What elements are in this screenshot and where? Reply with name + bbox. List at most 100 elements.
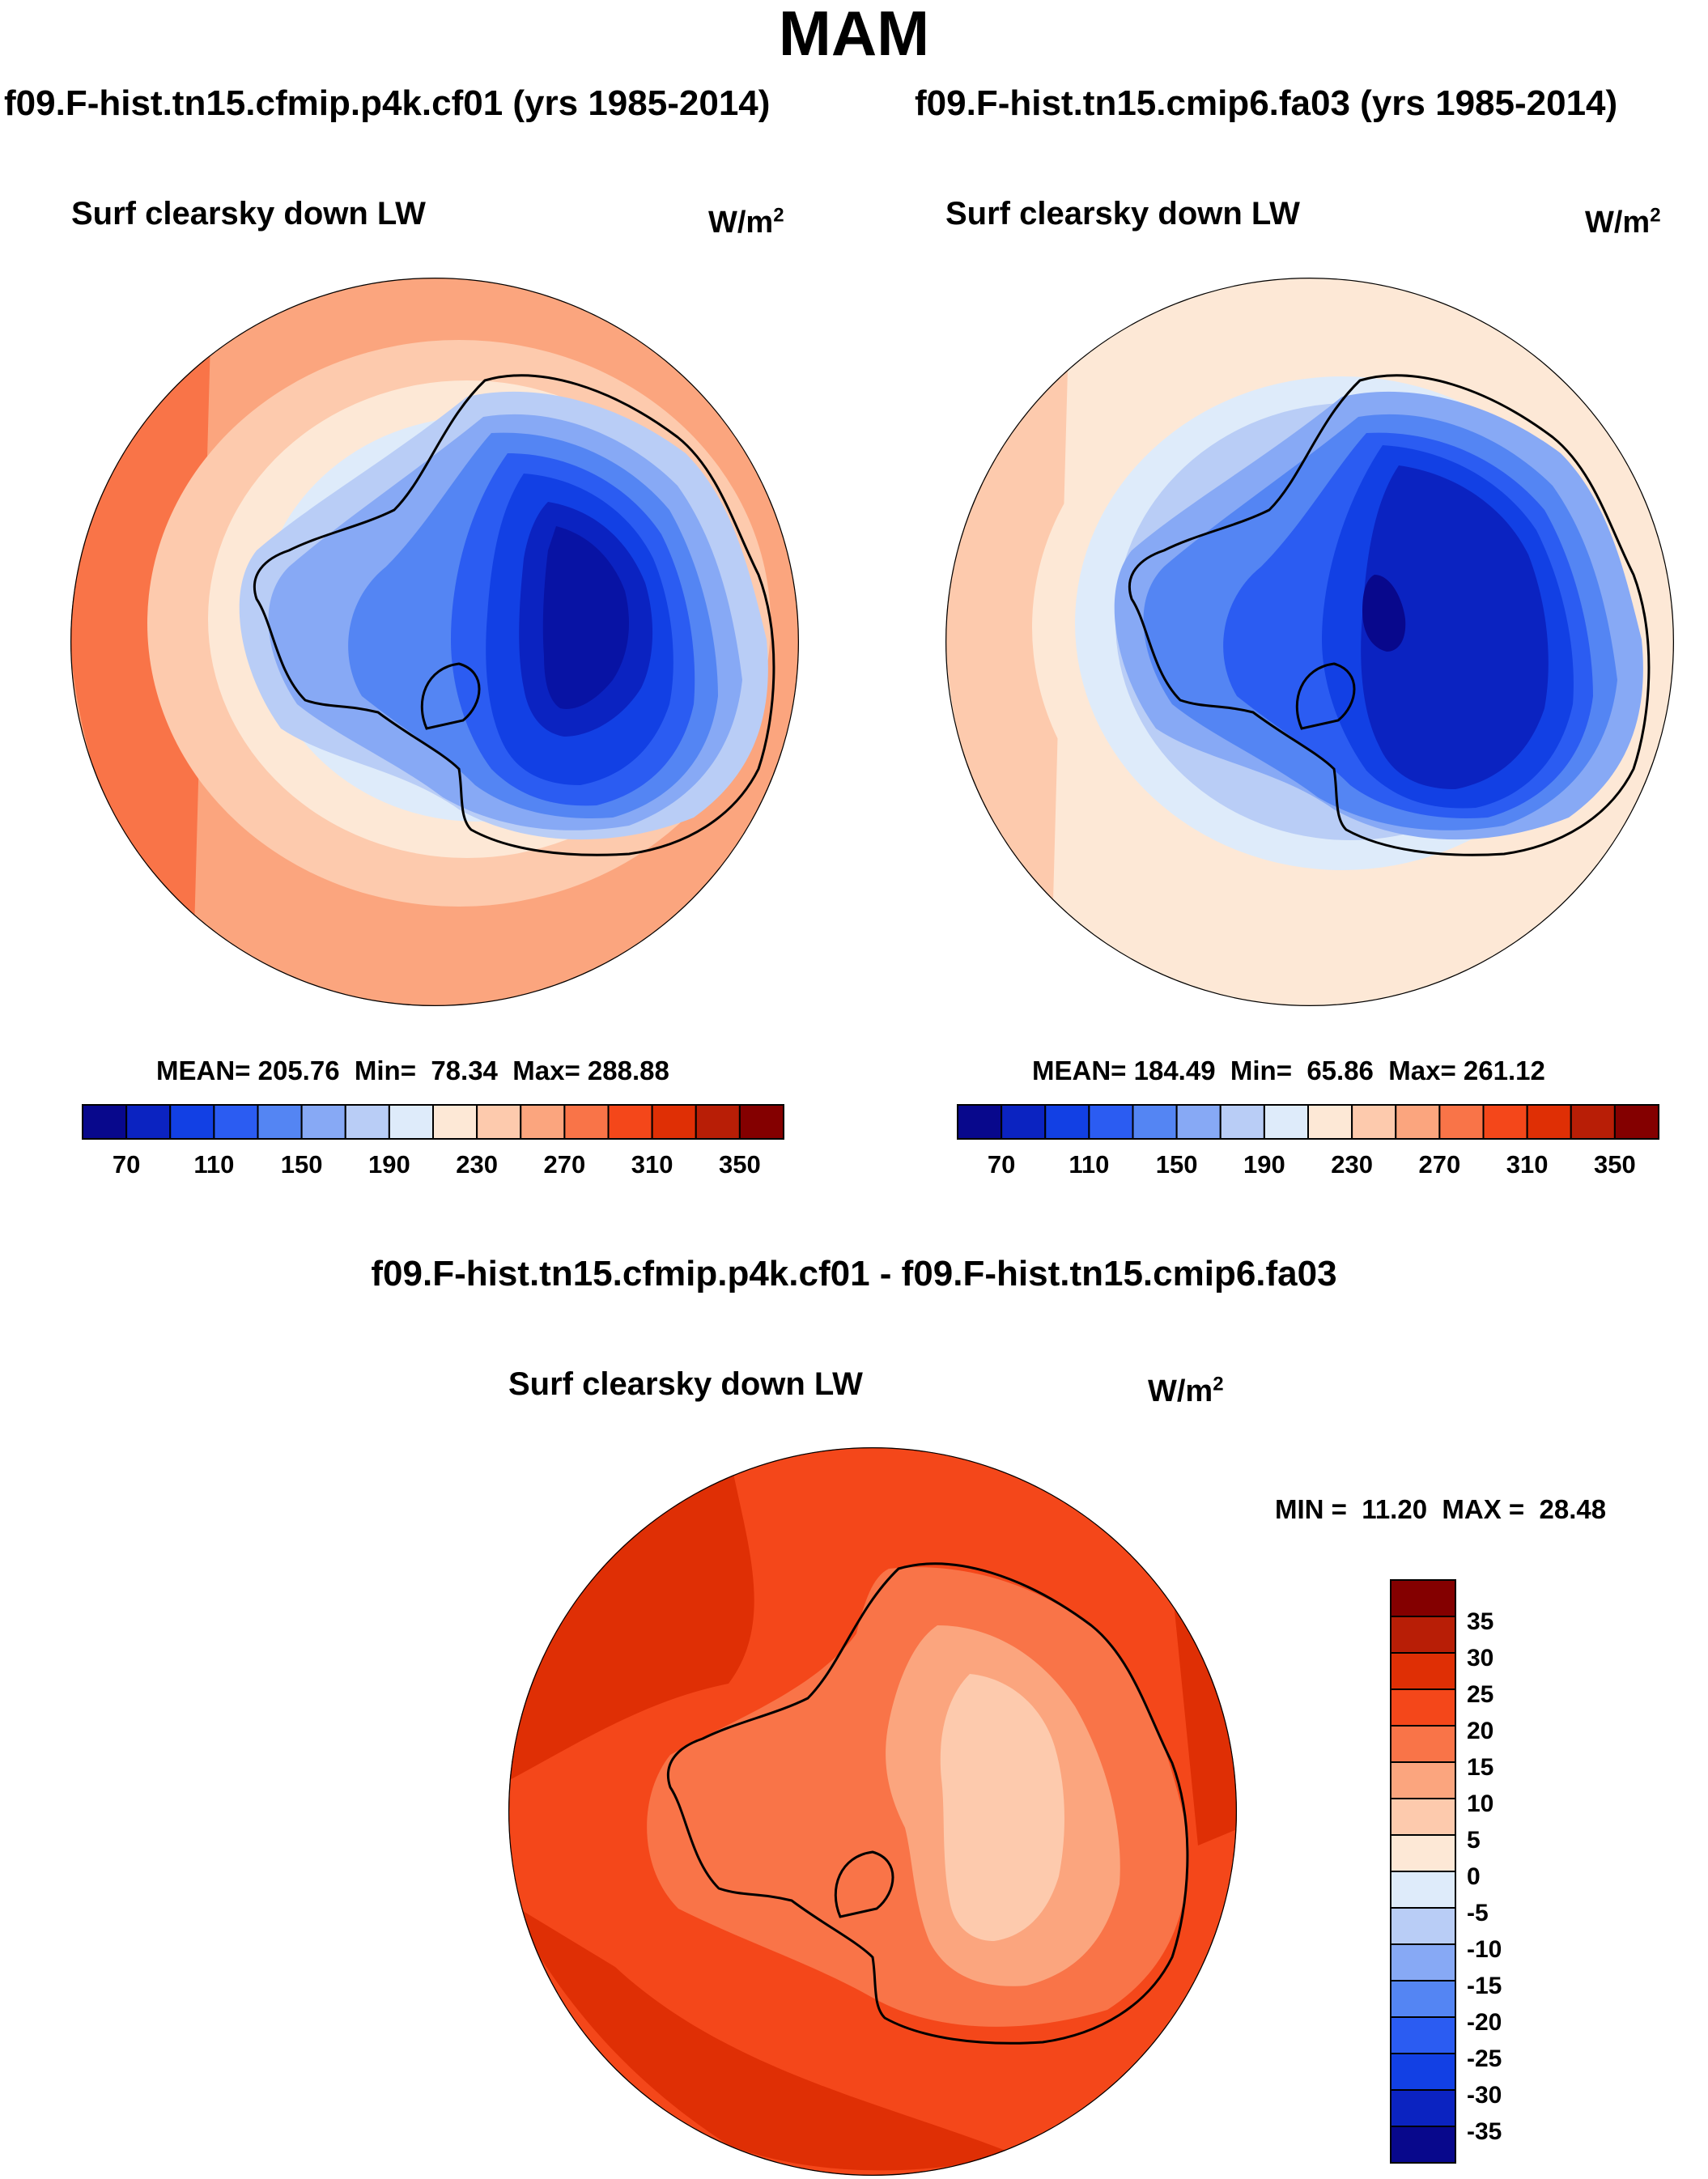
- panel3-colorbar-swatch-11: [1390, 1980, 1456, 2018]
- panel1-colorbar-tick-label: 350: [719, 1150, 761, 1179]
- panel1-min: 78.34: [431, 1056, 498, 1085]
- panel2-colorbar-swatch-7: [1263, 1104, 1309, 1140]
- panel3-colorbar-swatch-15: [1390, 2126, 1456, 2164]
- panel2-colorbar-swatch-6: [1219, 1104, 1265, 1140]
- panel3-colorbar-tick-label: 10: [1467, 1790, 1494, 1817]
- panel3-band-30-south: [508, 1902, 1012, 2171]
- panel3-colorbar-swatch-10: [1390, 1943, 1456, 1981]
- panel2-colorbar-swatch-2: [1044, 1104, 1090, 1140]
- panel3-colorbar-swatch-14: [1390, 2089, 1456, 2127]
- panel2-colorbar-tick-label: 230: [1331, 1150, 1373, 1179]
- panel3-colorbar-tick-label: 30: [1467, 1645, 1494, 1671]
- panel1-colorbar-swatch-3: [213, 1104, 259, 1140]
- panel3-colorbar-tick-label: -30: [1467, 2082, 1502, 2109]
- panel3-colorbar-tick-label: 0: [1467, 1863, 1481, 1890]
- panel2-colorbar-tick-label: 70: [987, 1150, 1016, 1179]
- panel3-min-label: MIN =: [1275, 1494, 1347, 1524]
- panel1-colorbar-swatch-10: [520, 1104, 566, 1140]
- main-title: MAM: [778, 0, 930, 69]
- panel1-max-label: Max=: [512, 1056, 580, 1085]
- panel2-case-title: f09.F-hist.tn15.cmip6.fa03 (yrs 1985-201…: [915, 83, 1618, 123]
- panel2-colorbar-swatch-15: [1613, 1104, 1659, 1140]
- panel2-colorbar-tick-label: 150: [1155, 1150, 1198, 1179]
- panel3-max-label: MAX =: [1442, 1494, 1525, 1524]
- panel2-colorbar-swatch-12: [1482, 1104, 1528, 1140]
- panel3-max: 28.48: [1539, 1494, 1607, 1524]
- panel1-case-title: f09.F-hist.tn15.cfmip.p4k.cf01 (yrs 1985…: [4, 83, 771, 123]
- panel1-mean-label: MEAN=: [156, 1056, 251, 1085]
- panel2-map: [945, 278, 1674, 1006]
- panel1-colorbar-tick-label: 110: [193, 1150, 235, 1179]
- panel3-colorbar-swatch-7: [1390, 1834, 1456, 1872]
- panel3-colorbar-swatch-12: [1390, 2016, 1456, 2054]
- panel1-colorbar-tick-label: 270: [543, 1150, 586, 1179]
- panel3-colorbar-tick-label: 35: [1467, 1608, 1494, 1635]
- panel2-colorbar-swatch-3: [1088, 1104, 1134, 1140]
- panel3-colorbar-swatch-1: [1390, 1616, 1456, 1654]
- panel3-colorbar-tick-label: -35: [1467, 2118, 1502, 2145]
- panel2-colorbar-swatch-4: [1132, 1104, 1178, 1140]
- panel3-colorbar: [1390, 1579, 1456, 2164]
- panel2-units: W/m2: [1585, 204, 1661, 240]
- panel2-mean: 184.49: [1133, 1056, 1216, 1085]
- panel1-colorbar-swatch-8: [432, 1104, 478, 1140]
- panel2-min: 65.86: [1306, 1056, 1374, 1085]
- panel3-colorbar-tick-label: -25: [1467, 2045, 1502, 2072]
- panel1-variable-title: Surf clearsky down LW: [71, 196, 426, 231]
- panel2-min-label: Min=: [1230, 1056, 1292, 1085]
- panel3-ice: [647, 1567, 1189, 2027]
- panel1-colorbar-swatch-9: [476, 1104, 522, 1140]
- panel3-colorbar-swatch-0: [1390, 1579, 1456, 1617]
- panel3-colorbar-tick-label: -20: [1467, 2009, 1502, 2036]
- panel2-colorbar-swatch-5: [1175, 1104, 1222, 1140]
- panel3-colorbar-tick-label: -5: [1467, 1900, 1489, 1926]
- panel2-ice: [1114, 391, 1643, 840]
- panel1-colorbar-swatch-14: [695, 1104, 741, 1140]
- panel1-colorbar-swatch-1: [125, 1104, 172, 1140]
- panel1-colorbar-tick-label: 190: [368, 1150, 410, 1179]
- panel1-colorbar-tick-label: 150: [280, 1150, 323, 1179]
- panel1-colorbar: [82, 1104, 784, 1140]
- panel3-variable-title: Surf clearsky down LW: [508, 1366, 863, 1402]
- panel2-colorbar-swatch-8: [1307, 1104, 1353, 1140]
- panel1-colorbar-tick-label: 70: [112, 1150, 141, 1179]
- panel3-band-30-east: [1174, 1603, 1237, 1846]
- panel3-colorbar-tick-label: -10: [1467, 1936, 1502, 1963]
- panel2-colorbar-swatch-10: [1395, 1104, 1441, 1140]
- panel2-colorbar: [957, 1104, 1659, 1140]
- panel3-colorbar-tick-label: -15: [1467, 1973, 1502, 1999]
- panel2-variable-title: Surf clearsky down LW: [945, 196, 1300, 231]
- panel1-colorbar-swatch-6: [344, 1104, 390, 1140]
- panel1-colorbar-swatch-15: [738, 1104, 784, 1140]
- panel3-colorbar-swatch-8: [1390, 1871, 1456, 1909]
- panel2-colorbar-swatch-13: [1526, 1104, 1572, 1140]
- panel2-colorbar-swatch-9: [1351, 1104, 1397, 1140]
- panel2-max-label: Max=: [1388, 1056, 1456, 1085]
- panel1-mean: 205.76: [257, 1056, 340, 1085]
- panel2-colorbar-tick-label: 350: [1594, 1150, 1636, 1179]
- panel1-colorbar-swatch-13: [651, 1104, 697, 1140]
- panel3-colorbar-swatch-4: [1390, 1725, 1456, 1763]
- panel1-map: [70, 278, 799, 1006]
- diff-title: f09.F-hist.tn15.cfmip.p4k.cf01 - f09.F-h…: [371, 1254, 1337, 1293]
- panel2-colorbar-tick-label: 110: [1069, 1150, 1110, 1179]
- panel3-units: W/m2: [1148, 1373, 1224, 1408]
- panel3-colorbar-swatch-6: [1390, 1798, 1456, 1836]
- panel3-colorbar-swatch-9: [1390, 1907, 1456, 1945]
- panel3-colorbar-tick-label: 25: [1467, 1681, 1494, 1708]
- panel2-max: 261.12: [1463, 1056, 1545, 1085]
- panel3-colorbar-swatch-3: [1390, 1688, 1456, 1727]
- panel3-colorbar-tick-label: 20: [1467, 1718, 1494, 1744]
- panel1-colorbar-swatch-4: [257, 1104, 303, 1140]
- panel3-stats: MIN = 11.20 MAX = 28.48: [1275, 1496, 1606, 1523]
- panel1-stats: MEAN= 205.76 Min= 78.34 Max= 288.88: [156, 1057, 669, 1084]
- panel2-colorbar-swatch-14: [1570, 1104, 1616, 1140]
- panel1-colorbar-swatch-12: [607, 1104, 653, 1140]
- panel3-colorbar-swatch-5: [1390, 1761, 1456, 1799]
- panel2-colorbar-swatch-1: [1001, 1104, 1047, 1140]
- panel1-colorbar-tick-label: 230: [456, 1150, 498, 1179]
- panel2-colorbar-swatch-0: [957, 1104, 1003, 1140]
- panel1-colorbar-swatch-0: [82, 1104, 128, 1140]
- panel1-colorbar-swatch-7: [388, 1104, 434, 1140]
